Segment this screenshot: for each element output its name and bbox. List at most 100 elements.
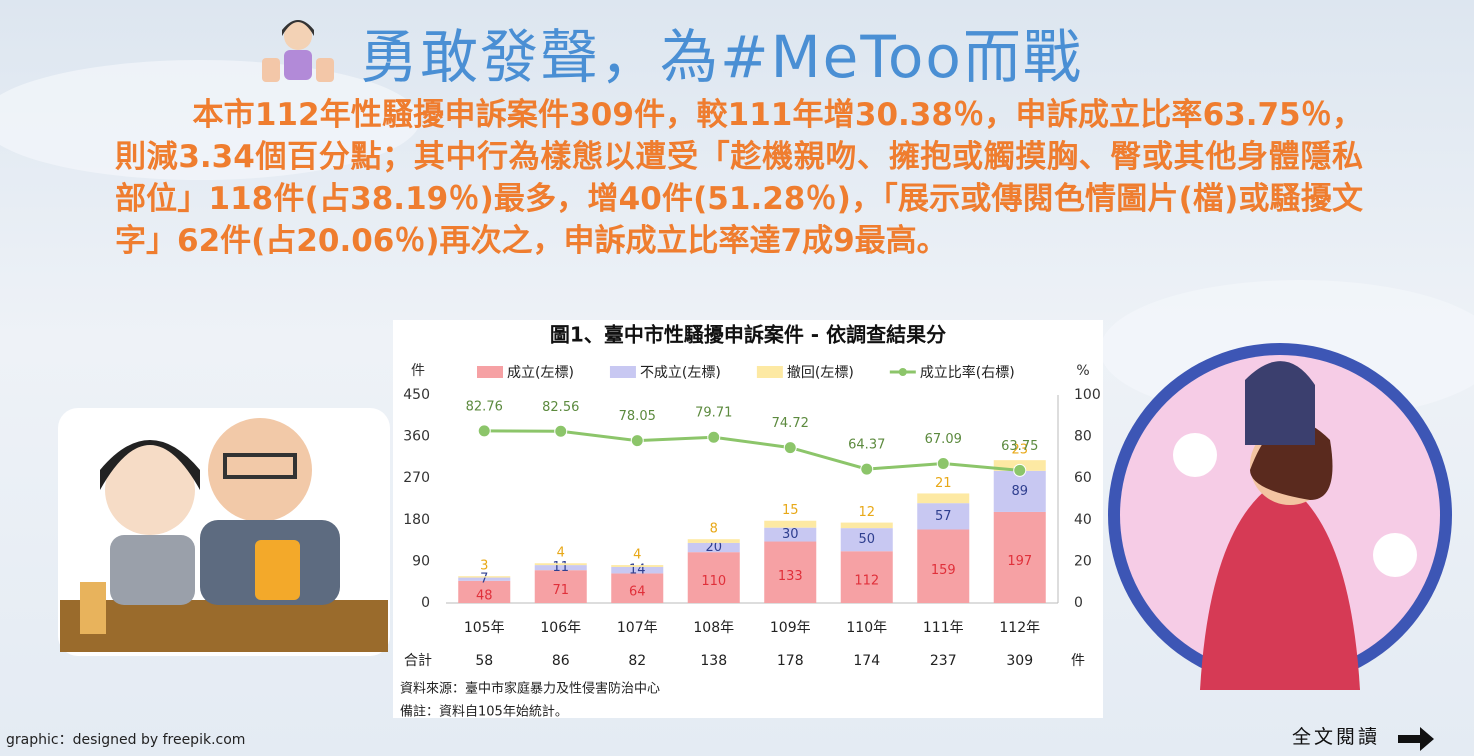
data-label: 8	[710, 522, 718, 537]
bar-segment	[458, 580, 511, 603]
bar-segment	[611, 573, 664, 603]
totals-label: 合計	[404, 653, 432, 669]
bar-segment	[458, 577, 511, 581]
bar-segment	[687, 552, 740, 603]
bar-segment	[687, 539, 740, 543]
line-point	[630, 434, 644, 448]
legend-swatch	[756, 366, 783, 378]
x-tick-label: 110年	[846, 620, 887, 636]
x-tick-label: 109年	[770, 620, 811, 636]
y-tick-label: 450	[403, 387, 430, 403]
chart-panel	[393, 320, 1103, 718]
bar-segment	[764, 527, 817, 542]
right-illustration	[1108, 343, 1452, 690]
bar-segment	[534, 565, 587, 571]
legend-label: 撤回(左標)	[787, 365, 854, 381]
total-label: 138	[700, 653, 727, 669]
y2-tick-label: 80	[1074, 429, 1092, 445]
line-point	[936, 456, 950, 470]
note: 資料來源：臺中市家庭暴力及性侵害防治中心	[400, 681, 660, 697]
cloud	[0, 60, 420, 180]
left-illustration	[58, 408, 390, 656]
bar-segment	[534, 570, 587, 603]
legend-label: 不成立(左標)	[640, 365, 721, 381]
note: 備註：資料自105年始統計。	[400, 704, 568, 720]
x-tick-label: 112年	[999, 620, 1040, 636]
line	[484, 429, 1020, 472]
bar-segment	[764, 541, 817, 603]
total-label: 86	[552, 653, 570, 669]
legend-label: 成立(左標)	[507, 365, 574, 381]
line-point	[860, 462, 874, 476]
bar-segment	[993, 511, 1046, 603]
y2-tick-label: 100	[1074, 387, 1101, 403]
bar-segment	[534, 563, 587, 566]
total-label: 237	[930, 653, 957, 669]
bar-segment	[611, 565, 664, 567]
data-label: 78.05	[619, 409, 656, 424]
data-label: 197	[1007, 554, 1032, 569]
line-point	[1013, 463, 1027, 477]
data-label: 23	[1011, 443, 1028, 458]
y-tick-label: 90	[412, 553, 430, 569]
bar-segment	[840, 528, 893, 552]
data-label: 64	[629, 585, 646, 600]
data-label: 30	[782, 527, 799, 542]
totals-unit: 件	[1071, 653, 1085, 669]
data-label: 79.71	[695, 406, 732, 421]
y-tick-label: 360	[403, 429, 430, 445]
data-label: 57	[935, 509, 952, 524]
x-tick-label: 106年	[540, 620, 581, 636]
total-label: 178	[777, 653, 804, 669]
data-label: 112	[854, 574, 879, 589]
y2-tick-label: 40	[1074, 512, 1092, 528]
line-point	[707, 430, 721, 444]
data-label: 4	[557, 546, 565, 561]
bar-segment	[917, 503, 970, 530]
bar-segment	[611, 566, 664, 574]
data-label: 82.56	[542, 400, 579, 415]
total-label: 82	[628, 653, 646, 669]
data-label: 159	[931, 563, 956, 578]
legend-swatch	[609, 366, 636, 378]
data-label: 74.72	[772, 416, 809, 431]
data-label: 4	[633, 548, 641, 563]
x-tick-label: 107年	[617, 620, 658, 636]
y-tick-label: 0	[421, 595, 430, 611]
data-label: 71	[552, 583, 569, 598]
x-tick-label: 105年	[464, 620, 505, 636]
read-more-link[interactable]: 全文閱讀	[1292, 726, 1381, 748]
y-axis-label: 件	[411, 363, 425, 379]
data-label: 7	[480, 572, 488, 587]
total-label: 309	[1006, 653, 1033, 669]
page-title: 勇敢發聲，為#MeToo而戰	[360, 23, 1083, 91]
line-point	[783, 441, 797, 455]
y2-tick-label: 60	[1074, 470, 1092, 486]
bar-segment	[840, 522, 893, 529]
y2-tick-label: 0	[1074, 595, 1083, 611]
data-label: 110	[701, 574, 726, 589]
y-tick-label: 180	[403, 512, 430, 528]
data-label: 50	[858, 532, 875, 547]
data-label: 11	[552, 560, 569, 575]
body-text: 本市112年性騷擾申訴案件309件，較111年增30.38％，申訴成立比率63.…	[115, 97, 1363, 259]
legend-swatch	[898, 368, 907, 376]
credit: graphic：designed by freepik.com	[6, 732, 246, 748]
line-point	[477, 424, 491, 438]
data-label: 82.76	[466, 399, 503, 414]
total-label: 58	[475, 653, 493, 669]
y2-tick-label: 20	[1074, 553, 1092, 569]
data-label: 63.75	[1001, 439, 1038, 454]
legend-label: 成立比率(右標)	[920, 364, 1015, 381]
icon	[262, 20, 334, 82]
bar-segment	[993, 470, 1046, 512]
legend-swatch	[477, 366, 503, 378]
x-tick-label: 108年	[693, 620, 734, 636]
y-tick-label: 270	[403, 470, 430, 486]
y2-axis-label: %	[1076, 363, 1089, 379]
data-label: 89	[1011, 484, 1028, 499]
data-label: 64.37	[848, 438, 885, 453]
